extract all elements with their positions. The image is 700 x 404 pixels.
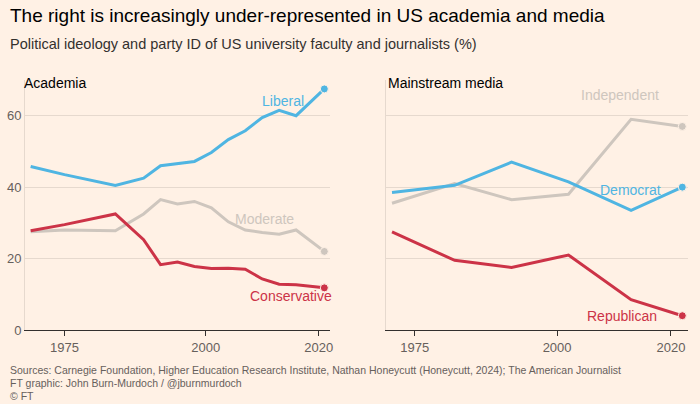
svg-text:Political ideology and party I: Political ideology and party ID of US un… bbox=[10, 36, 477, 52]
svg-text:1975: 1975 bbox=[50, 340, 79, 355]
svg-text:2000: 2000 bbox=[543, 340, 572, 355]
svg-text:Sources: Carnegie Foundation,: Sources: Carnegie Foundation, Higher Edu… bbox=[10, 364, 621, 376]
svg-text:© FT: © FT bbox=[10, 390, 34, 402]
svg-text:2020: 2020 bbox=[656, 340, 685, 355]
svg-text:Liberal: Liberal bbox=[262, 93, 304, 109]
svg-text:20: 20 bbox=[7, 251, 21, 266]
svg-text:1975: 1975 bbox=[400, 340, 429, 355]
svg-text:40: 40 bbox=[7, 180, 21, 195]
svg-text:Moderate: Moderate bbox=[235, 211, 294, 227]
svg-text:Democrat: Democrat bbox=[600, 182, 661, 198]
svg-text:0: 0 bbox=[14, 323, 21, 338]
svg-text:Republican: Republican bbox=[587, 308, 657, 324]
svg-text:2020: 2020 bbox=[304, 340, 333, 355]
svg-text:2000: 2000 bbox=[191, 340, 220, 355]
svg-text:60: 60 bbox=[7, 108, 21, 123]
svg-text:FT graphic: John Burn-Murdoch: FT graphic: John Burn-Murdoch / @jburnmu… bbox=[10, 377, 242, 389]
svg-text:Academia: Academia bbox=[24, 75, 86, 91]
svg-text:Independent: Independent bbox=[581, 87, 659, 103]
svg-text:Conservative: Conservative bbox=[250, 288, 332, 304]
svg-text:Mainstream media: Mainstream media bbox=[388, 75, 503, 91]
svg-text:The right is increasingly unde: The right is increasingly under-represen… bbox=[10, 5, 605, 26]
